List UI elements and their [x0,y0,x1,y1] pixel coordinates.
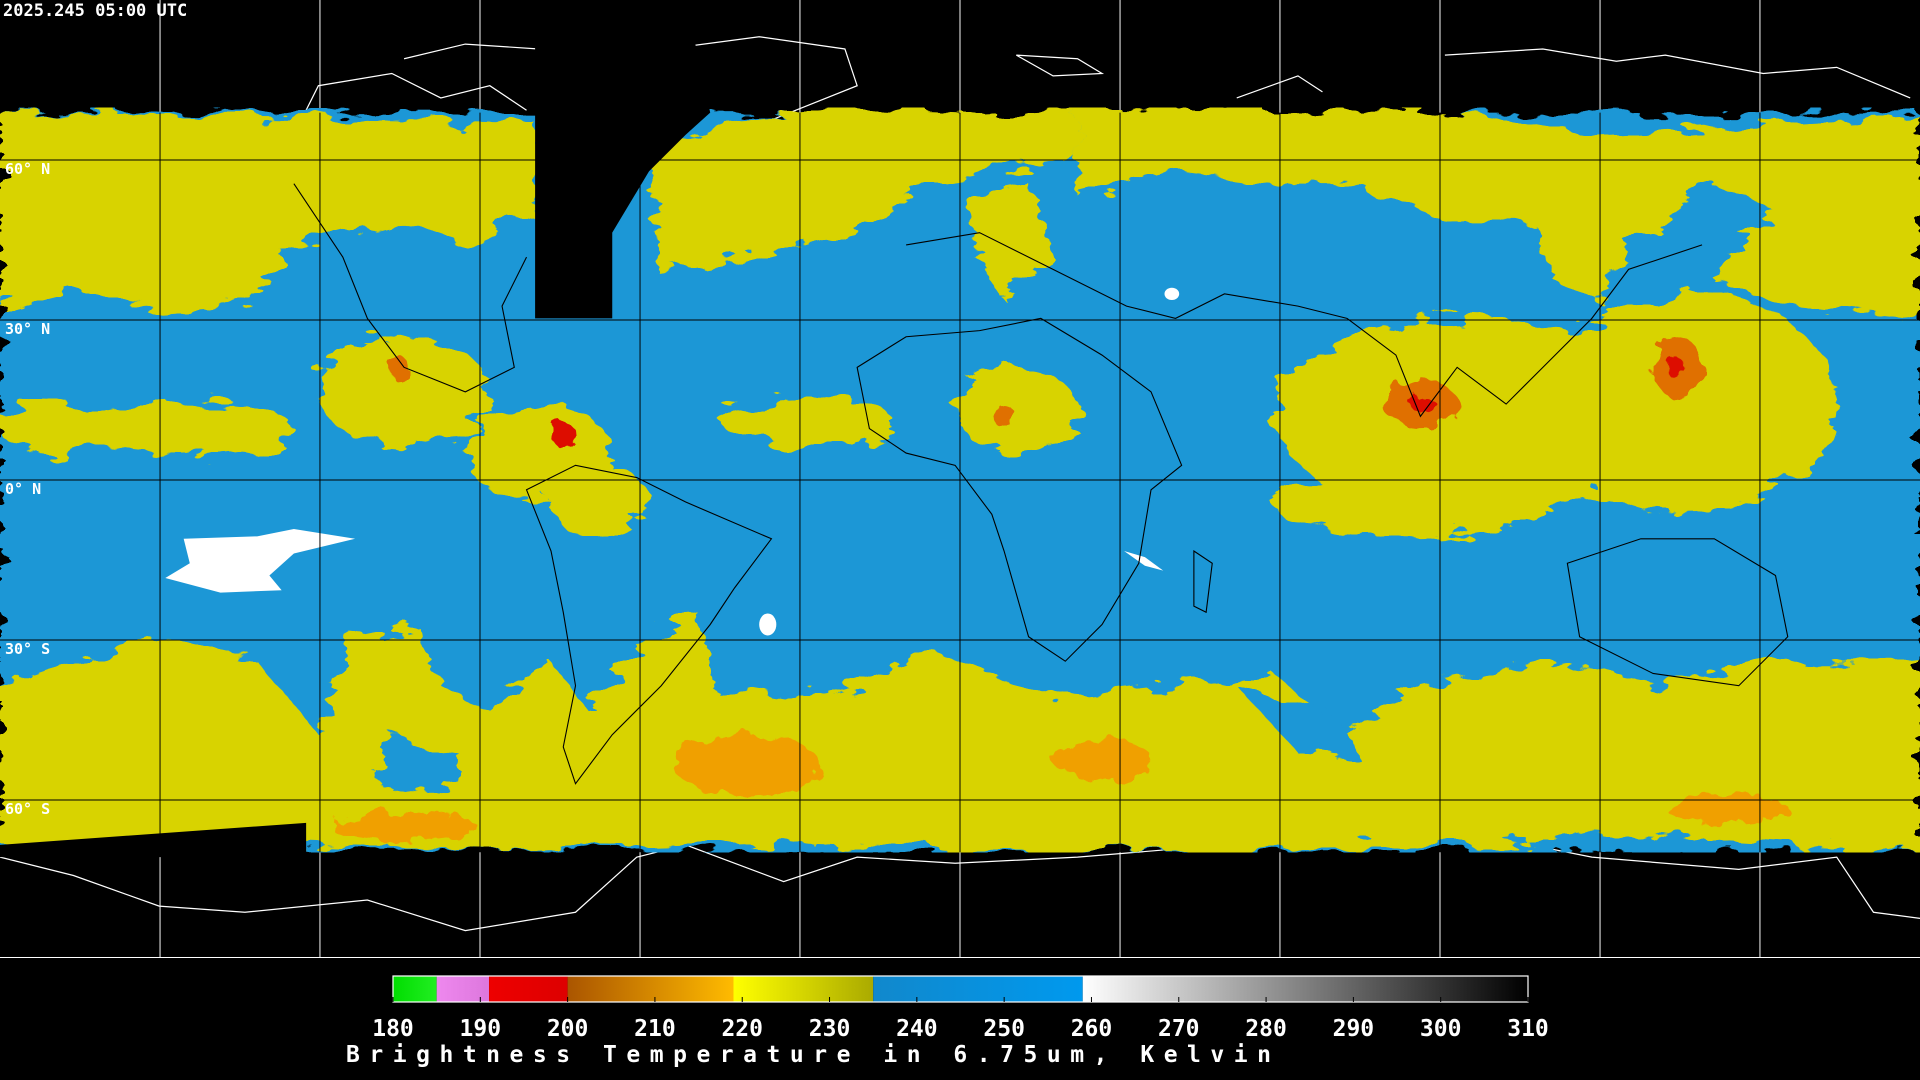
colorbar-segment [436,976,490,1002]
timestamp: 2025.245 05:00 UTC [3,1,187,21]
map [0,0,1920,959]
warm-spots [165,287,1180,636]
colorbar-tick-label: 240 [896,1016,938,1042]
colorbar-tick-label: 280 [1245,1016,1287,1042]
colorbar-segment [567,976,734,1002]
colorbar-tick-label: 210 [634,1016,676,1042]
coastlines-polar [0,36,1920,932]
colorbar-frame [392,975,1529,1003]
latitude-label: 30° S [5,640,50,658]
latitude-label: 0° N [5,480,41,498]
colorbar-segment [489,976,568,1002]
colorbar-tick-label: 250 [983,1016,1025,1042]
latitude-label: 60° N [5,160,50,178]
colorbar-tick-label: 220 [721,1016,763,1042]
grid-dark [0,112,1920,853]
latitude-label: 60° S [5,800,50,818]
colorbar-tick-label: 300 [1420,1016,1462,1042]
colorbar-segment [393,976,437,1002]
cold-cores [330,336,1788,842]
colorbar-tick-label: 200 [547,1016,589,1042]
colorbar-segment [733,976,874,1002]
colorbar-segment [1082,976,1528,1002]
latitude-label: 30° N [5,320,50,338]
colorbar-tick-label: 290 [1333,1016,1375,1042]
colorbar-tick-label: 230 [809,1016,851,1042]
colorbar-tick-label: 190 [460,1016,502,1042]
colorbar-tick-label: 180 [372,1016,414,1042]
no-data [0,0,711,858]
colorbar-tick-label: 270 [1158,1016,1200,1042]
colorbar-tick-label: 260 [1071,1016,1113,1042]
colorbar-segment [873,976,1083,1002]
colorbar-tick-label: 310 [1507,1016,1549,1042]
